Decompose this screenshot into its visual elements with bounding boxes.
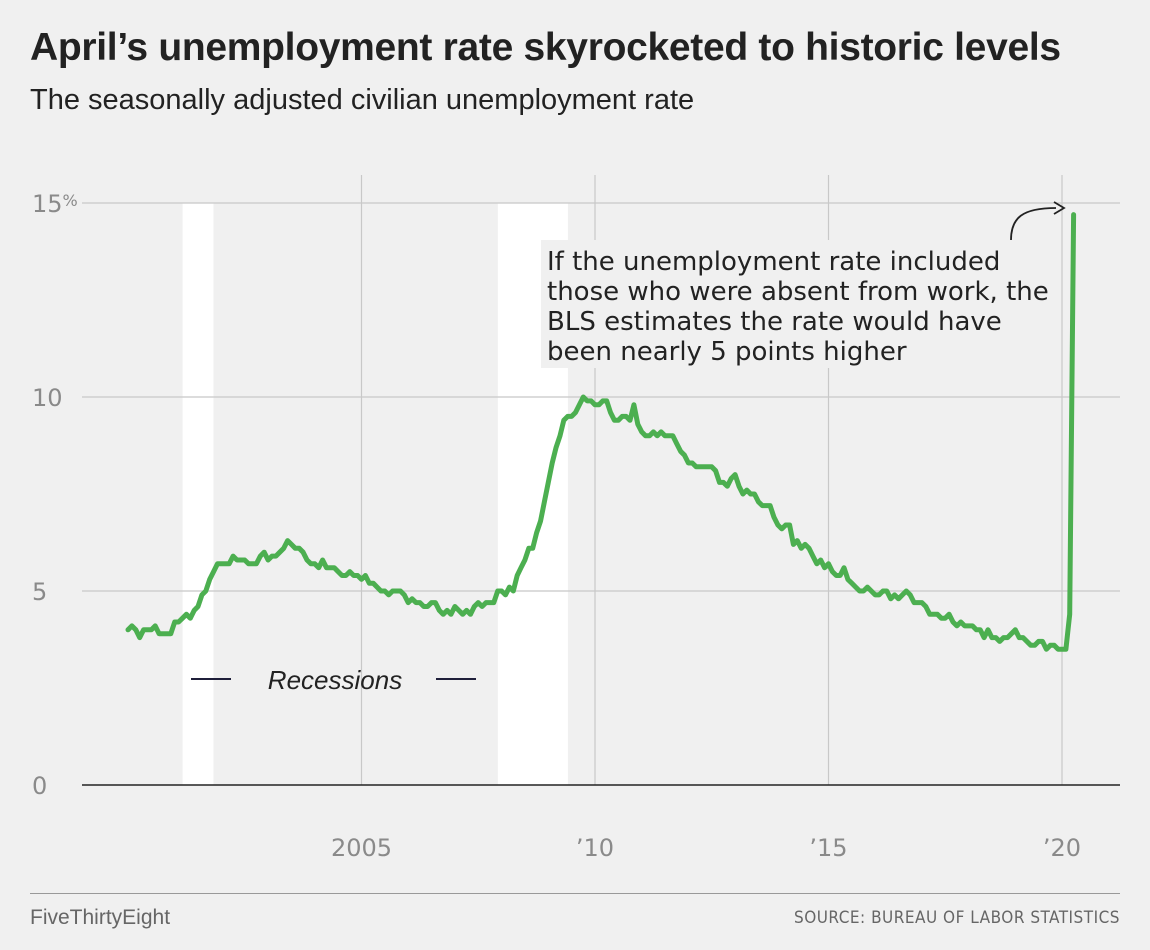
x-tick-label-2: ’10 xyxy=(576,834,614,862)
percent-sign: % xyxy=(63,191,78,210)
series xyxy=(125,212,1077,652)
y-tick-label-4: 0 xyxy=(32,772,47,800)
annotation-line-1: If the unemployment rate included xyxy=(547,247,1000,277)
legend-label: Recessions xyxy=(268,665,402,695)
series-line-1 xyxy=(125,212,1077,652)
x-tick-label-1: 2005 xyxy=(331,834,392,862)
annotation-line-3: BLS estimates the rate would have xyxy=(547,307,1002,337)
recession-bands xyxy=(182,203,568,785)
recession-band-1 xyxy=(182,203,214,785)
line-chart: 15% 10 5 0 2005 ’10 ’15 ’20 Recessions If the u… xyxy=(32,175,1120,862)
axis-labels: 15% 10 5 0 2005 ’10 ’15 ’20 xyxy=(32,190,1081,862)
brand-label: FiveThirtyEight xyxy=(30,906,171,929)
source-label: SOURCE: BUREAU OF LABOR STATISTICS xyxy=(793,908,1120,928)
chart-title: April’s unemployment rate skyrocketed to… xyxy=(30,26,1061,69)
y-tick-label-3: 5 xyxy=(32,578,47,606)
annotation-background xyxy=(541,240,1028,368)
annotation-arrow xyxy=(1010,207,1057,241)
annotation-line-2: those who were absent from work, the xyxy=(547,277,1049,307)
annotation-arrowhead xyxy=(1053,201,1066,215)
chart-subtitle: The seasonally adjusted civilian unemplo… xyxy=(30,84,695,116)
annotation: If the unemployment rate included those … xyxy=(541,201,1066,368)
annotation-line-4: been nearly 5 points higher xyxy=(547,337,907,367)
recessions-legend: Recessions xyxy=(191,665,476,695)
annotation-text: If the unemployment rate included those … xyxy=(547,247,1057,367)
footer-divider xyxy=(30,893,1120,894)
y-tick-label-2: 10 xyxy=(32,384,63,412)
x-tick-label-4: ’20 xyxy=(1043,834,1081,862)
x-tick-label-3: ’15 xyxy=(809,834,847,862)
y-tick-label-1: 15% xyxy=(32,190,78,218)
